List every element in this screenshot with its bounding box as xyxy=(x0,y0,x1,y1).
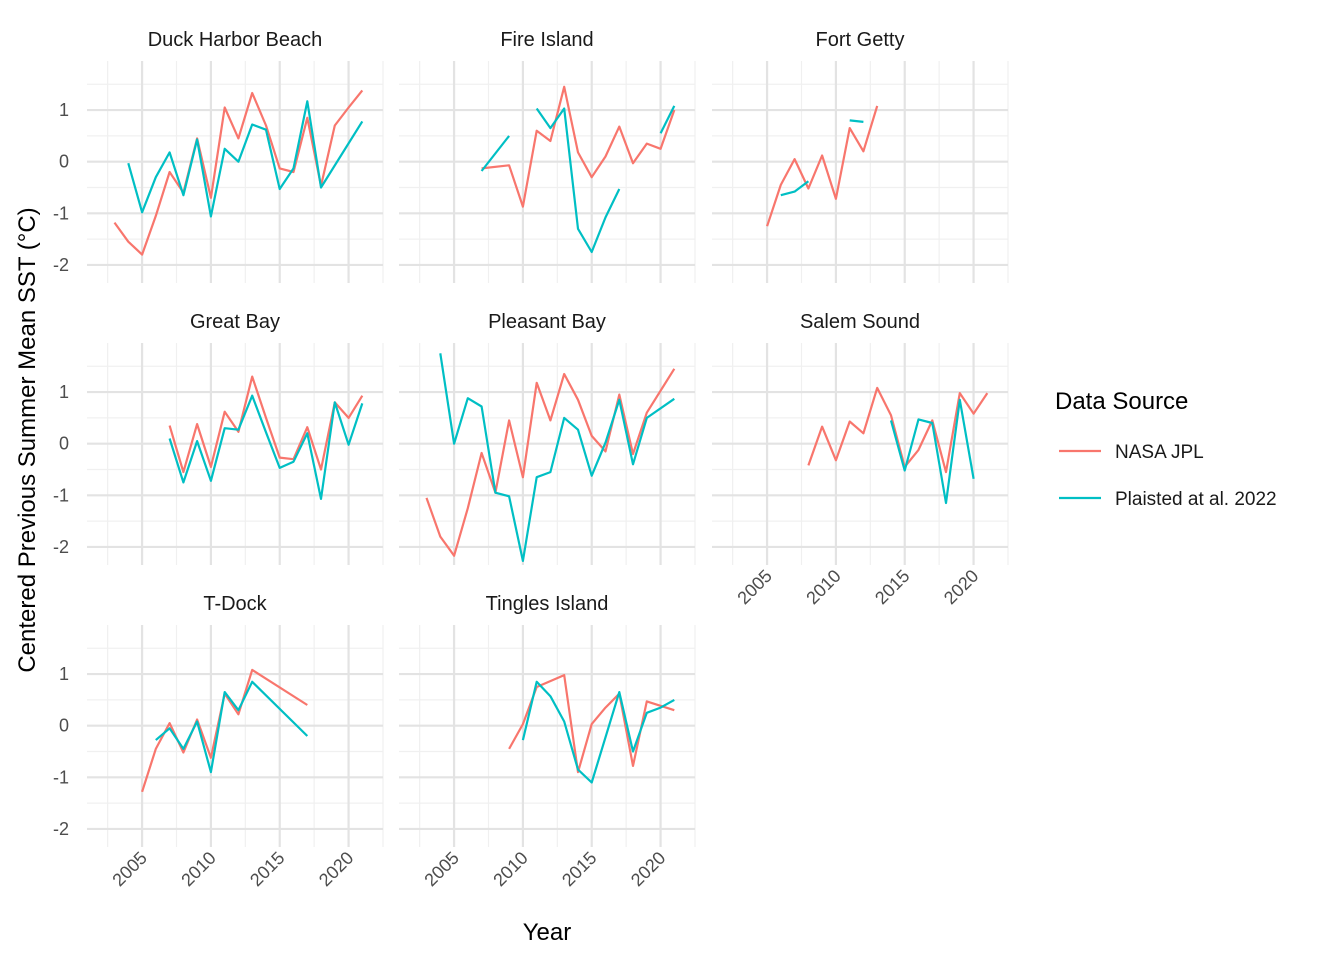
y-tick-label: -1 xyxy=(53,485,69,505)
legend: Data Source NASA JPL Plaisted at al. 202… xyxy=(1055,388,1277,510)
facets-layer: Duck Harbor Beach Fire Island Fort Getty Gr… xyxy=(87,29,1009,847)
facet-title: Duck Harbor Beach xyxy=(148,29,323,51)
series-line-nasa-jpl-seg-0 xyxy=(141,668,308,793)
y-tick-label: -1 xyxy=(53,767,69,787)
x-tick-label: 2005 xyxy=(733,566,775,608)
facet-title: Fire Island xyxy=(500,29,593,51)
y-tick-label: 0 xyxy=(59,716,69,736)
x-tick-label: 2015 xyxy=(871,566,913,608)
x-tick-label: 2005 xyxy=(420,848,462,890)
y-tick-label: -2 xyxy=(53,255,69,275)
x-tick-label: 2005 xyxy=(108,848,150,890)
series-line-plaisted-at-al-2022-seg-0 xyxy=(127,100,364,218)
series-line-plaisted-at-al-2022-seg-0 xyxy=(480,135,510,172)
y-tick-label: 0 xyxy=(59,434,69,454)
facet-great-bay: Great Bay xyxy=(87,311,384,565)
facet-title: Salem Sound xyxy=(800,311,920,333)
y-tick-label: 1 xyxy=(59,382,69,402)
series-line-plaisted-at-al-2022-seg-0 xyxy=(439,353,675,563)
facet-tingles-island: Tingles Island xyxy=(399,593,696,847)
series-line-plaisted-at-al-2022-seg-0 xyxy=(780,180,810,197)
x-tick-label: 2010 xyxy=(489,848,531,890)
series-line-nasa-jpl-seg-0 xyxy=(425,368,676,557)
facet-title: Great Bay xyxy=(190,311,280,333)
x-tick-label: 2020 xyxy=(940,566,982,608)
facet-fort-getty: Fort Getty xyxy=(712,29,1009,283)
series-line-plaisted-at-al-2022-seg-0 xyxy=(168,394,364,500)
series-line-nasa-jpl-seg-0 xyxy=(168,375,364,474)
y-tick-label: -2 xyxy=(53,819,69,839)
facet-title: T-Dock xyxy=(203,593,267,615)
y-tick-label: 0 xyxy=(59,152,69,172)
series-line-plaisted-at-al-2022-seg-1 xyxy=(535,107,621,254)
facet-fire-island: Fire Island xyxy=(399,29,696,283)
series-line-nasa-jpl-seg-0 xyxy=(481,85,676,208)
y-axis-title: Centered Previous Summer Mean SST (°C) xyxy=(14,207,41,672)
x-tick-label: 2015 xyxy=(246,848,288,890)
series-line-plaisted-at-al-2022-seg-2 xyxy=(659,105,676,134)
x-tick-label: 2010 xyxy=(802,566,844,608)
y-tick-label: -2 xyxy=(53,537,69,557)
y-tick-label: 1 xyxy=(59,100,69,120)
series-line-nasa-jpl-seg-0 xyxy=(766,105,879,227)
series-line-plaisted-at-al-2022-seg-0 xyxy=(889,398,975,505)
series-line-plaisted-at-al-2022-seg-1 xyxy=(849,119,864,123)
facet-title: Pleasant Bay xyxy=(488,311,606,333)
legend-label-nasa-jpl: NASA JPL xyxy=(1115,442,1204,463)
y-tick-label: -1 xyxy=(53,203,69,223)
facet-salem-sound: Salem Sound xyxy=(712,311,1009,565)
x-tick-label: 2010 xyxy=(177,848,219,890)
facet-title: Tingles Island xyxy=(486,593,609,615)
facet-duck-harbor-beach: Duck Harbor Beach xyxy=(87,29,384,283)
y-tick-label: 1 xyxy=(59,664,69,684)
x-tick-label: 2020 xyxy=(315,848,357,890)
facet-title: Fort Getty xyxy=(816,29,905,51)
x-axis-title: Year xyxy=(523,919,572,946)
legend-title: Data Source xyxy=(1055,388,1188,415)
y-tick-labels: -2 -1 0 1 -2 -1 0 1 -2 -1 0 1 xyxy=(53,100,69,839)
facet-t-dock: T-Dock xyxy=(87,593,384,847)
series-line-plaisted-at-al-2022-seg-0 xyxy=(155,680,309,774)
x-tick-label: 2015 xyxy=(558,848,600,890)
series-line-nasa-jpl-seg-0 xyxy=(113,89,364,256)
series-line-nasa-jpl-seg-0 xyxy=(807,386,989,474)
series-line-plaisted-at-al-2022-seg-0 xyxy=(521,680,675,784)
legend-label-plaisted: Plaisted at al. 2022 xyxy=(1115,489,1277,510)
x-tick-label: 2020 xyxy=(627,848,669,890)
facet-pleasant-bay: Pleasant Bay xyxy=(399,311,696,565)
